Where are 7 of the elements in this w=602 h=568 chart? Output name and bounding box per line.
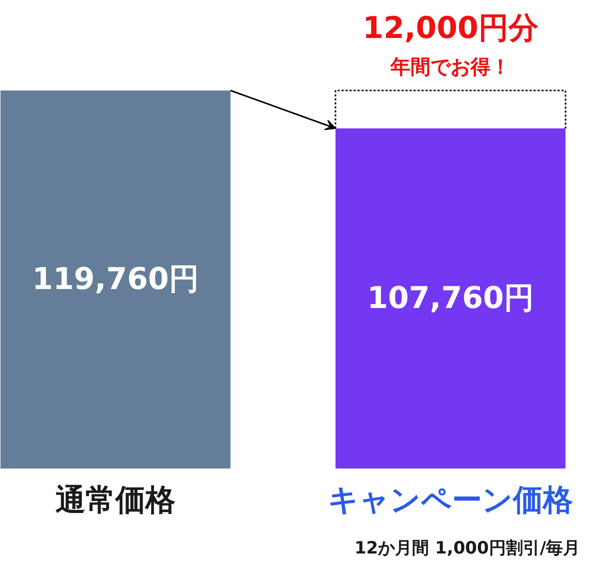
text: 年間でお得！ [390,54,510,78]
text: 12か月間 1,000円割引/毎月 [354,538,580,558]
x-tick-label: キャンペーン価格 [328,483,573,518]
data-label: 107,760円 [367,280,534,316]
x-tick-label: 通常価格 [56,483,176,518]
data-label: 119,760円 [32,262,199,297]
text: 12,000円分 [362,11,538,46]
